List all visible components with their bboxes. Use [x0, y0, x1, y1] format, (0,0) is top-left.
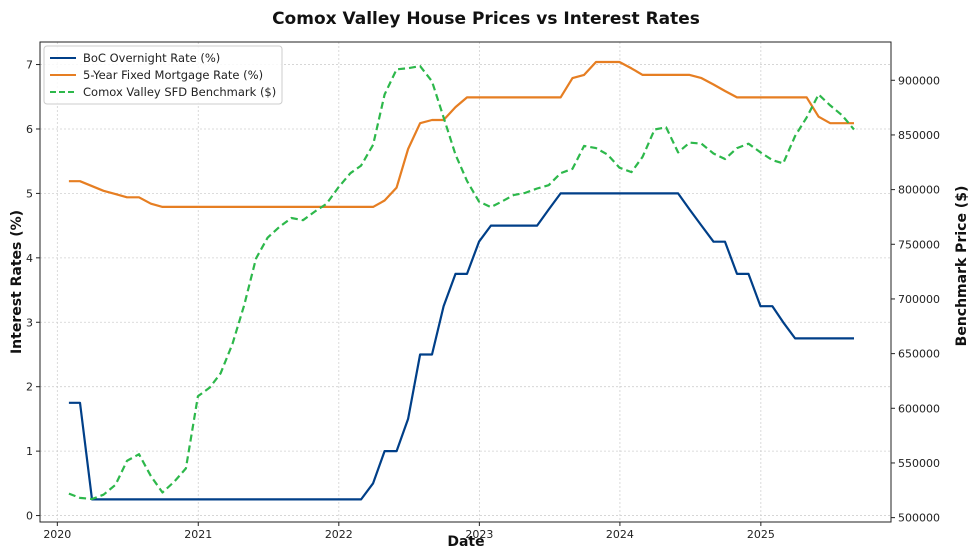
- benchmark-price-line: [68, 64, 855, 501]
- y-right-tick-label: 800000: [898, 184, 940, 197]
- x-tick-label: 2022: [325, 528, 353, 541]
- chart-title: Comox Valley House Prices vs Interest Ra…: [272, 9, 700, 29]
- series-lines: [68, 60, 855, 501]
- x-tick-label: 2020: [43, 528, 71, 541]
- y-right-tick-label: 900000: [898, 74, 940, 87]
- legend-box: [43, 45, 283, 105]
- y-left-tick-label: 5: [26, 187, 33, 200]
- x-tick-label: 2024: [606, 528, 634, 541]
- y-right-tick-label: 750000: [898, 238, 940, 251]
- legend-label-boc: BoC Overnight Rate (%): [83, 51, 220, 65]
- axes: 2020 2021 2022 2023 2024 2025 0 1 2 3 4 5 6 7 500000 55…: [26, 59, 940, 541]
- y-axis-left-title: Interest Rates (%): [9, 210, 25, 354]
- y-left-tick-label: 6: [26, 123, 33, 136]
- y-right-tick-label: 850000: [898, 129, 940, 142]
- y-left-tick-label: 0: [26, 510, 33, 523]
- y-left-tick-label: 1: [26, 445, 33, 458]
- y-left-tick-label: 4: [26, 252, 33, 265]
- x-tick-label: 2021: [184, 528, 212, 541]
- y-axis-right-title: Benchmark Price ($): [954, 186, 970, 347]
- legend-label-benchmark: Comox Valley SFD Benchmark ($): [83, 85, 276, 99]
- y-left-tick-label: 3: [26, 316, 33, 329]
- boc-rate-line: [68, 192, 854, 501]
- x-tick-label: 2025: [747, 528, 775, 541]
- plot-frame: [39, 41, 892, 523]
- legend: BoC Overnight Rate (%) 5-Year Fixed Mort…: [43, 45, 283, 105]
- y-right-tick-label: 500000: [898, 512, 940, 525]
- y-right-tick-label: 550000: [898, 457, 940, 470]
- y-left-tick-label: 2: [26, 381, 33, 394]
- x-axis-title: Date: [447, 534, 484, 550]
- x-tick-label: 2023: [465, 528, 493, 541]
- gridlines: [40, 42, 891, 522]
- y-left-tick-label: 7: [26, 59, 33, 72]
- y-right-tick-label: 650000: [898, 348, 940, 361]
- y-right-tick-label: 700000: [898, 293, 940, 306]
- mortgage-rate-line: [68, 60, 854, 208]
- y-right-tick-label: 600000: [898, 402, 940, 415]
- legend-label-mortgage: 5-Year Fixed Mortgage Rate (%): [83, 68, 263, 82]
